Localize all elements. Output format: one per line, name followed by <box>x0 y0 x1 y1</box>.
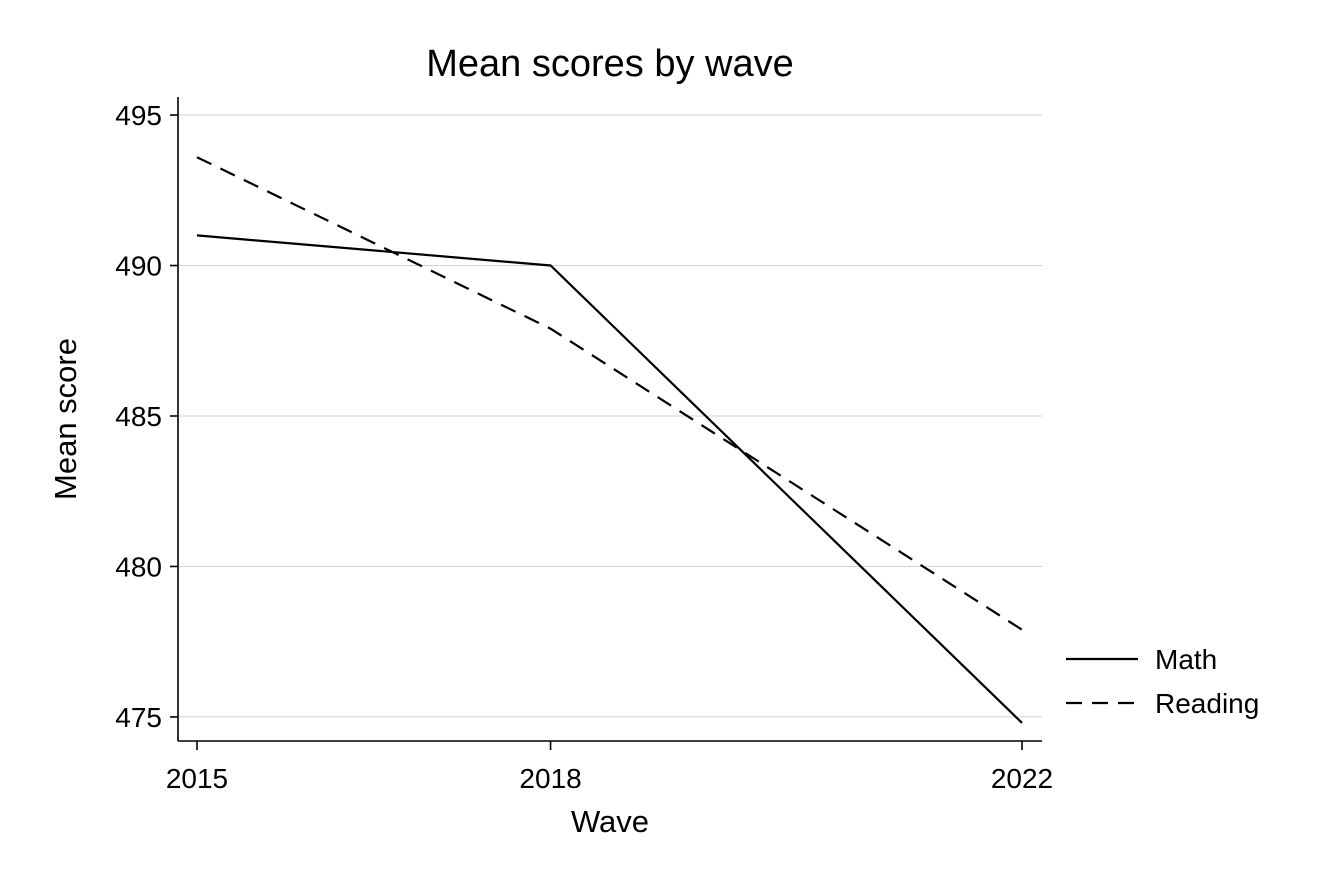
y-tick-label: 495 <box>115 100 162 131</box>
x-tick-label: 2018 <box>519 763 581 794</box>
x-tick-label: 2022 <box>991 763 1053 794</box>
y-axis-ticks: 475 480 485 490 495 <box>115 100 178 733</box>
y-tick-label: 490 <box>115 251 162 282</box>
series-lines <box>196 156 1023 724</box>
legend-label-reading: Reading <box>1155 688 1259 719</box>
series-line-reading <box>196 156 1023 631</box>
y-tick-label: 475 <box>115 702 162 733</box>
y-tick-label: 485 <box>115 401 162 432</box>
x-tick-label: 2015 <box>166 763 228 794</box>
legend-label-math: Math <box>1155 644 1217 675</box>
y-axis-label: Mean score <box>48 338 83 500</box>
gridlines <box>178 114 1042 718</box>
x-axis-ticks: 2015 2018 2022 <box>166 741 1053 794</box>
y-tick-label: 480 <box>115 551 162 582</box>
chart-title: Mean scores by wave <box>426 43 794 85</box>
legend: Math Reading <box>1066 644 1259 719</box>
series-line-math <box>196 234 1023 724</box>
x-axis-label: Wave <box>571 804 649 839</box>
